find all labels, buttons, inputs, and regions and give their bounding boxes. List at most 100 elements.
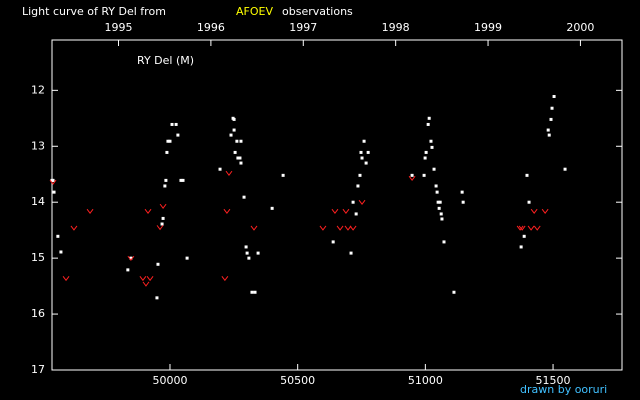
x-tick-label: 51000	[408, 374, 443, 387]
observation-point	[519, 245, 523, 249]
limit-mark	[530, 208, 538, 214]
x-tick-label: 51500	[536, 374, 571, 387]
limit-mark	[146, 275, 154, 282]
observation-point	[170, 122, 174, 126]
limit-mark	[336, 225, 344, 231]
observation-point	[181, 178, 185, 182]
observation-point	[435, 190, 439, 194]
observation-point	[174, 122, 178, 126]
observation-point	[358, 173, 362, 177]
observation-point	[253, 290, 257, 294]
limit-mark	[250, 225, 258, 231]
limit-mark	[49, 179, 57, 185]
x2-tick-label: 1995	[105, 21, 133, 34]
limit-mark	[62, 275, 70, 282]
observation-point	[423, 156, 427, 160]
y-tick-label: 16	[31, 307, 45, 320]
observation-point	[366, 150, 370, 154]
x2-tick-label: 2000	[566, 21, 594, 34]
chart-title-source: AFOEV	[236, 5, 273, 18]
observation-point	[179, 178, 183, 182]
observation-point	[233, 150, 237, 154]
limit-mark	[225, 170, 233, 176]
observation-point	[422, 173, 426, 177]
observation-point	[429, 139, 433, 143]
limit-mark	[358, 199, 366, 206]
limit-mark	[344, 225, 352, 231]
limit-mark	[541, 208, 549, 214]
limit-mark	[342, 208, 350, 214]
observation-point	[59, 250, 63, 254]
limit-mark	[527, 225, 535, 231]
observation-point	[525, 173, 529, 177]
chart-title: Light curve of RY Del from	[22, 5, 166, 18]
observation-point	[239, 161, 243, 165]
observation-point	[244, 245, 248, 249]
credit: drawn by ooruri	[520, 383, 607, 396]
observation-point	[549, 117, 553, 121]
observation-point	[164, 178, 168, 182]
observation-point	[232, 128, 236, 132]
x2-tick-label: 1998	[382, 21, 410, 34]
limit-mark	[533, 225, 541, 231]
x2-tick-label: 1999	[474, 21, 502, 34]
limit-mark	[70, 225, 78, 231]
limit-mark	[516, 225, 524, 231]
observation-point	[218, 167, 222, 171]
observation-point	[331, 240, 335, 244]
observation-point	[438, 200, 442, 204]
observation-point	[176, 133, 180, 137]
observation-point	[250, 290, 254, 294]
observation-point	[185, 256, 189, 260]
observation-point	[168, 139, 172, 143]
limit-mark	[349, 225, 357, 231]
observation-point	[166, 139, 170, 143]
observation-point	[165, 150, 169, 154]
observation-point	[236, 156, 240, 160]
y-tick-label: 14	[31, 195, 45, 208]
observation-point	[547, 133, 551, 137]
observation-point	[160, 222, 164, 226]
observation-point	[461, 200, 465, 204]
observation-point	[430, 145, 434, 149]
observation-point	[364, 161, 368, 165]
observation-point	[247, 256, 251, 260]
observation-point	[129, 256, 133, 260]
observation-point	[51, 178, 55, 182]
limit-mark	[331, 208, 339, 214]
observation-point	[52, 190, 56, 194]
observation-point	[242, 195, 246, 199]
observation-point	[362, 139, 366, 143]
observation-point	[437, 206, 441, 210]
limit-mark	[156, 225, 164, 231]
limit-mark	[86, 208, 94, 214]
x-tick-label: 50500	[280, 374, 315, 387]
observation-point	[349, 251, 353, 255]
observation-point	[452, 290, 456, 294]
limit-mark	[518, 225, 526, 231]
observation-point	[232, 117, 236, 121]
x2-tick-label: 1997	[289, 21, 317, 34]
plot-frame	[51, 39, 623, 371]
observation-point	[235, 139, 239, 143]
observation-point	[436, 200, 440, 204]
limit-mark	[159, 203, 167, 209]
observation-point	[155, 296, 159, 300]
observation-point	[426, 122, 430, 126]
limit-mark	[221, 275, 229, 282]
observation-point	[238, 156, 242, 160]
observation-point	[432, 167, 436, 171]
observation-point	[550, 106, 554, 110]
limit-mark	[144, 208, 152, 214]
observation-point	[424, 150, 428, 154]
limit-mark	[139, 275, 147, 282]
observation-point	[546, 128, 550, 132]
y-tick-label: 13	[31, 139, 45, 152]
observation-point	[354, 212, 358, 216]
observation-point	[161, 216, 165, 220]
observation-point	[522, 234, 526, 238]
observation-point	[439, 212, 443, 216]
observation-point	[360, 156, 364, 160]
